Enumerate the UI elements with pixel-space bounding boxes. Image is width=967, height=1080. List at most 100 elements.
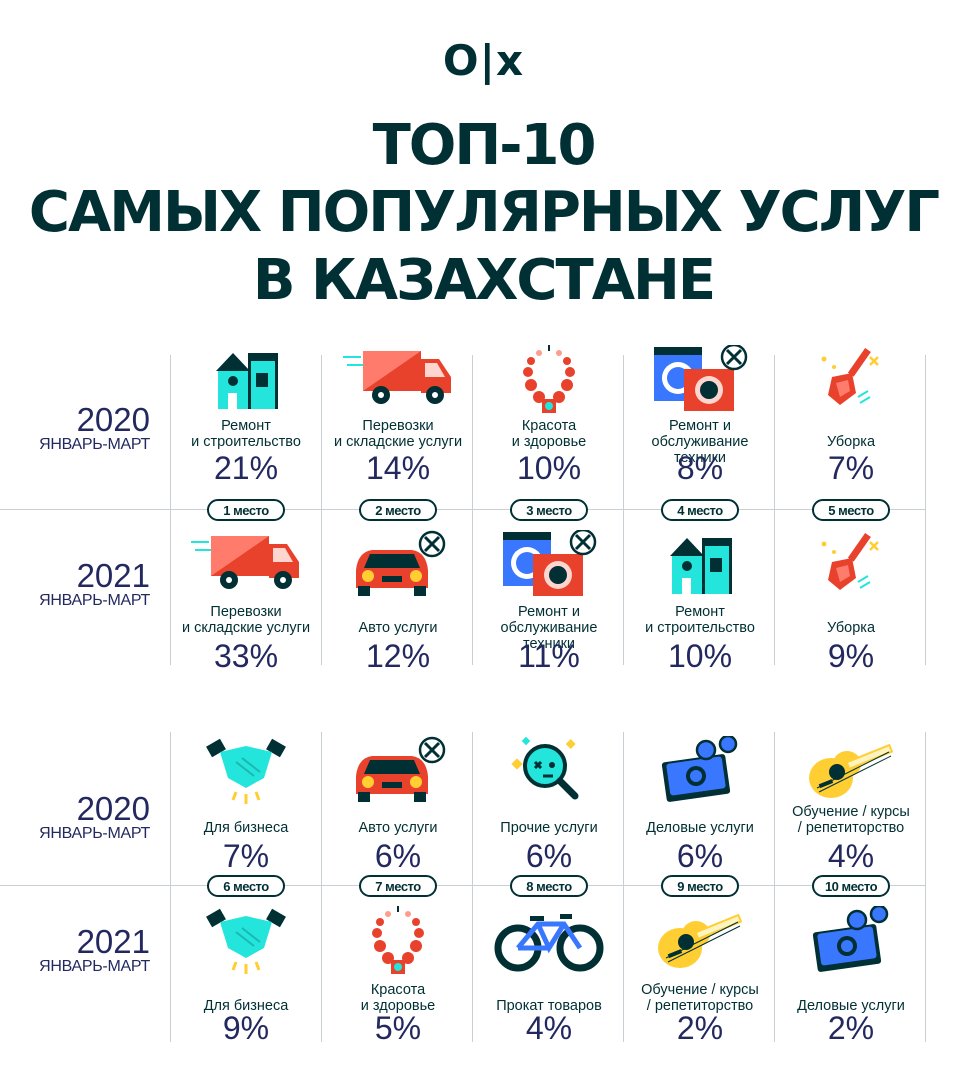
- year-label-2020-bottom: 2020 ЯНВАРЬ-МАРТ: [0, 792, 150, 842]
- top-2021-share-value: 11%: [518, 638, 580, 674]
- grid-divider: [321, 355, 322, 665]
- year-label-2021-bottom: 2021 ЯНВАРЬ-МАРТ: [0, 925, 150, 975]
- page-title-line2: САМЫХ ПОПУЛЯРНЫХ УСЛУГ: [28, 180, 940, 245]
- magnifier-icon: [473, 736, 625, 811]
- grid-divider: [925, 732, 926, 1042]
- handshake-icon: [170, 736, 322, 811]
- house-icon: [624, 530, 776, 601]
- necklace-icon: [322, 906, 474, 979]
- grid-divider: [623, 732, 624, 1042]
- grid-divider: [472, 355, 473, 665]
- necklace-icon: [473, 345, 625, 418]
- money-icon: [775, 904, 927, 981]
- top-2021-category-label: Перевозки и складские услуги: [181, 604, 311, 636]
- bottom-2020-category-label: Авто услуги: [358, 820, 438, 836]
- money-icon: [624, 734, 776, 811]
- place-badge: 6 место: [207, 875, 285, 897]
- truck-icon: [322, 345, 474, 416]
- bottom-2021-category-label: Деловые услуги: [797, 998, 905, 1014]
- bottom-2020-share-value: 6%: [374, 838, 422, 874]
- top-2020-category-label: Ремонт и строительство: [191, 418, 301, 450]
- top-2021-category-label: Уборка: [826, 620, 876, 636]
- grid-divider: [170, 355, 171, 665]
- car-icon: [322, 736, 474, 811]
- period-label: ЯНВАРЬ-МАРТ: [39, 436, 150, 453]
- bottom-2021-share-value: 5%: [374, 1010, 422, 1046]
- bottom-2020-category-label: Деловые услуги: [646, 820, 754, 836]
- place-badge: 10 место: [812, 875, 890, 897]
- bottom-2020-share-value: 6%: [525, 838, 573, 874]
- top-2020-share-value: 14%: [365, 450, 431, 486]
- grid-divider: [623, 355, 624, 665]
- truck-icon: [170, 530, 322, 601]
- period-label: ЯНВАРЬ-МАРТ: [39, 825, 150, 842]
- guitar-icon: [624, 906, 776, 981]
- place-badge: 4 место: [661, 499, 739, 521]
- bottom-2021-share-value: 4%: [525, 1010, 573, 1046]
- bottom-2021-category-label: Красота и здоровье: [360, 982, 436, 1014]
- top-2021-share-value: 33%: [213, 638, 279, 674]
- bottom-2021-share-value: 2%: [676, 1010, 724, 1046]
- top-2020-category-label: Ремонт и обслуживание техники: [651, 418, 749, 466]
- appliances-icon: [473, 528, 625, 605]
- place-badge: 5 место: [812, 499, 890, 521]
- bottom-2020-category-label: Обучение / курсы / репетиторство: [792, 804, 910, 836]
- place-badge: 8 место: [510, 875, 588, 897]
- year-number: 2020: [76, 790, 150, 827]
- page-title-line3: В КАЗАХСТАНЕ: [252, 248, 716, 313]
- top-2021-share-value: 10%: [667, 638, 733, 674]
- top-2021-category-label: Ремонт и строительство: [645, 604, 755, 636]
- row-divider: [0, 509, 925, 510]
- broom-icon: [775, 345, 927, 416]
- top-2020-share-value: 8%: [676, 450, 724, 486]
- top-2021-category-label: Авто услуги: [358, 620, 438, 636]
- handshake-icon: [170, 906, 322, 981]
- broom-icon: [775, 530, 927, 601]
- place-badge: 9 место: [661, 875, 739, 897]
- bottom-2020-share-value: 6%: [676, 838, 724, 874]
- house-icon: [170, 345, 322, 416]
- bottom-2020-category-label: Прочие услуги: [500, 820, 598, 836]
- year-number: 2021: [76, 557, 150, 594]
- grid-divider: [774, 355, 775, 665]
- car-icon: [322, 530, 474, 605]
- bottom-2021-category-label: Обучение / курсы / репетиторство: [641, 982, 759, 1014]
- grid-divider: [321, 732, 322, 1042]
- bottom-2021-category-label: Прокат товаров: [496, 998, 602, 1014]
- top-2020-share-value: 21%: [213, 450, 279, 486]
- page-title-line1: ТОП-10: [372, 113, 597, 178]
- place-badge: 1 место: [207, 499, 285, 521]
- year-label-2020-top: 2020 ЯНВАРЬ-МАРТ: [0, 403, 150, 453]
- guitar-icon: [775, 736, 927, 811]
- row-divider: [0, 885, 925, 886]
- top-2020-category-label: Перевозки и складские услуги: [333, 418, 463, 450]
- bottom-2020-share-value: 4%: [827, 838, 875, 874]
- place-badge: 2 место: [359, 499, 437, 521]
- year-number: 2020: [76, 401, 150, 438]
- top-2021-category-label: Ремонт и обслуживание техники: [500, 604, 598, 652]
- grid-divider: [925, 355, 926, 665]
- bottom-2021-share-value: 9%: [222, 1010, 270, 1046]
- year-number: 2021: [76, 923, 150, 960]
- year-label-2021-top: 2021 ЯНВАРЬ-МАРТ: [0, 559, 150, 609]
- grid-divider: [170, 732, 171, 1042]
- top-2020-category-label: Уборка: [826, 434, 876, 450]
- bottom-2021-category-label: Для бизнеса: [203, 998, 289, 1014]
- bottom-2020-category-label: Для бизнеса: [203, 820, 289, 836]
- olx-logo: O|x: [442, 36, 525, 85]
- place-badge: 7 место: [359, 875, 437, 897]
- period-label: ЯНВАРЬ-МАРТ: [39, 958, 150, 975]
- place-badge: 3 место: [510, 499, 588, 521]
- top-2021-share-value: 9%: [827, 638, 875, 674]
- bicycle-icon: [473, 906, 625, 977]
- appliances-icon: [624, 343, 776, 420]
- grid-divider: [472, 732, 473, 1042]
- period-label: ЯНВАРЬ-МАРТ: [39, 592, 150, 609]
- bottom-2021-share-value: 2%: [827, 1010, 875, 1046]
- grid-divider: [774, 732, 775, 1042]
- top-2020-category-label: Красота и здоровье: [511, 418, 587, 450]
- top-2021-share-value: 12%: [365, 638, 431, 674]
- bottom-2020-share-value: 7%: [222, 838, 270, 874]
- top-2020-share-value: 10%: [516, 450, 582, 486]
- top-2020-share-value: 7%: [827, 450, 875, 486]
